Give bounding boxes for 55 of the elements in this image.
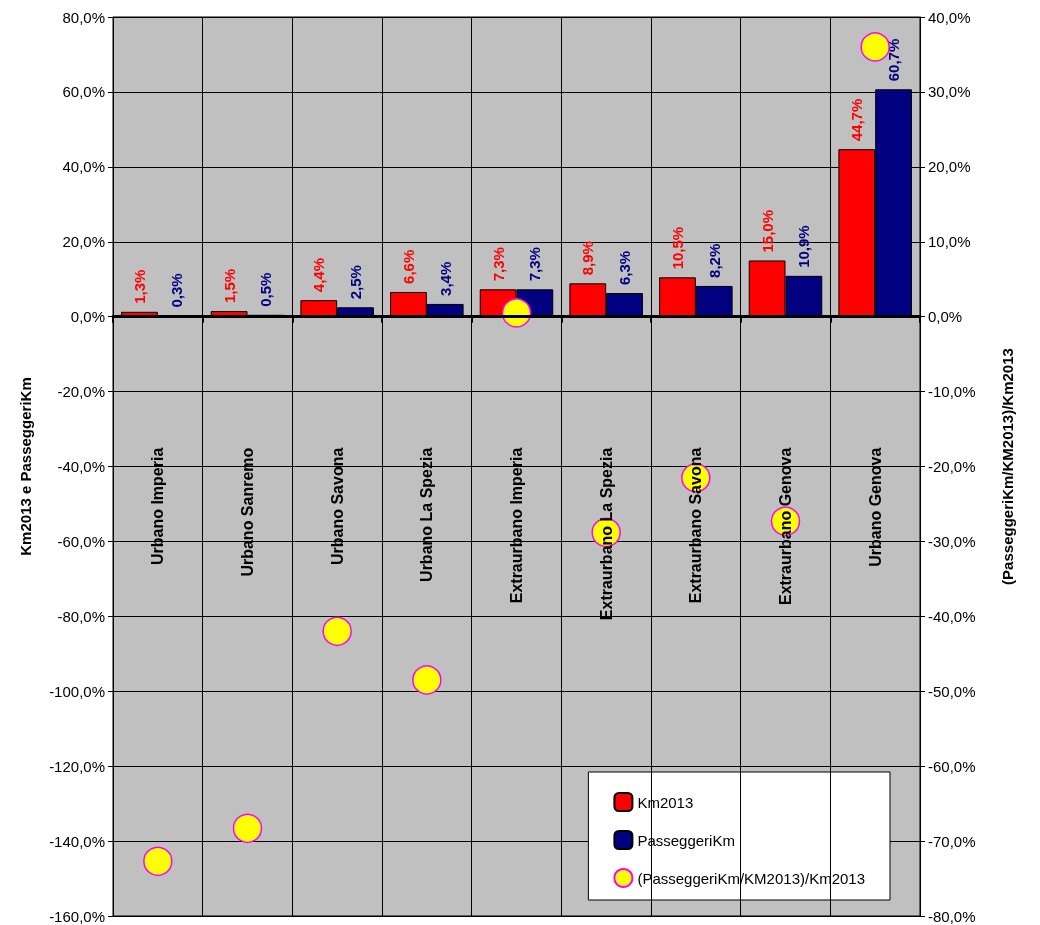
y-tick-label: -100,0% [49,682,105,700]
y-tick-label: 20,0% [62,233,105,251]
y-tick-label: -40,0% [57,458,105,475]
y-tick-label: -20,0% [57,383,105,401]
y-axis-title: Km2013 e PasseggeriKm [17,377,34,556]
y2-tick-label: -80,0% [928,907,976,925]
y2-tick-label: -40,0% [928,607,976,625]
x-tick-label: Extraurbano Imperia [508,447,525,604]
y-tick-label: -60,0% [57,532,105,550]
x-tick-label: Urbano Savona [328,447,346,566]
y2-tick-label: 20,0% [928,158,971,176]
x-tick-label: Urbano Sanremo [239,447,256,577]
y-tick-label: 60,0% [62,83,105,101]
data-label: 0,3% [167,273,185,308]
data-label: 4,4% [310,257,328,293]
data-label: 1,5% [220,268,238,304]
y-tick-label: -140,0% [49,832,105,850]
data-label: 0,5% [257,272,275,307]
y2-tick-label: -30,0% [928,532,976,550]
data-label: 60,7% [885,38,903,82]
data-label: 6,3% [616,250,634,286]
data-label: 8,2% [705,243,723,278]
data-label: 15,0% [758,209,776,253]
y2-tick-label: 30,0% [928,83,971,101]
data-label: 1,3% [130,269,148,304]
y2-tick-label: 0,0% [928,308,963,326]
data-label: 2,5% [347,265,365,300]
y2-tick-label: 40,0% [928,8,971,26]
y2-tick-label: 10,0% [928,233,971,251]
y2-axis-title: (PasseggeriKm/KM2013)/Km2013 [999,348,1016,585]
data-label: 10,5% [668,226,686,270]
y-tick-label: 0,0% [70,308,105,326]
data-label: 3,4% [436,261,454,296]
data-label: 8,9% [579,241,597,276]
data-label: 7,3% [526,247,544,282]
data-label: 44,7% [848,98,866,142]
data-label: 6,6% [399,249,417,284]
data-label: 7,3% [489,247,507,282]
x-tick-label: Urbano La Spezia [418,447,436,582]
y2-tick-label: -60,0% [928,757,976,775]
x-tick-label: Extraurbano La Spezia [597,447,615,621]
y2-tick-label: -50,0% [928,682,976,700]
y2-tick-label: -70,0% [928,832,976,850]
data-label: 10,9% [795,225,813,268]
y-tick-label: -120,0% [49,757,105,775]
x-tick-label: Extraurbano Genova [777,447,794,606]
x-tick-label: Urbano Imperia [149,447,167,566]
y-tick-label: 40,0% [62,158,105,176]
y-tick-label: -80,0% [57,607,105,625]
y2-tick-label: -20,0% [928,458,976,475]
y-tick-label: -160,0% [49,907,105,925]
x-tick-label: Urbano Genova [866,447,884,567]
y-tick-label: 80,0% [62,8,105,26]
x-tick-label: Extraurbano Savona [687,447,705,604]
y2-tick-label: -10,0% [928,383,976,401]
